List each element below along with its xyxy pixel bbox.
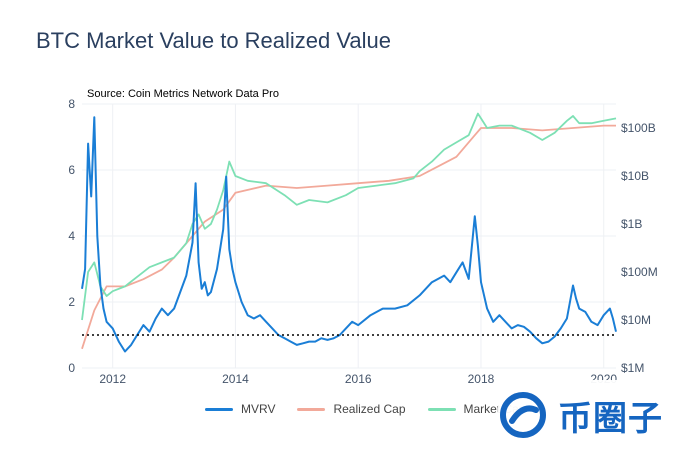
chart-title: BTC Market Value to Realized Value [36,28,392,53]
chart-subtitle: Source: Coin Metrics Network Data Pro [87,88,279,100]
y-right-tick-label: $100B [621,121,656,135]
x-tick-label: 2014 [222,372,249,386]
y-left-tick-label: 4 [68,229,75,243]
legend-label-realized-cap: Realized Cap [333,402,406,416]
y-left-tick-label: 0 [68,361,75,375]
legend-swatch-realized-cap [297,407,326,411]
watermark-logo-icon [500,392,546,438]
y-left-tick-label: 2 [68,295,75,309]
legend: MVRV Realized Cap Market Cap [205,402,526,416]
y-right-tick-label: $100M [621,265,658,279]
x-tick-label: 2018 [468,372,495,386]
y-right-tick-label: $1M [621,361,644,375]
y-right-tick-label: $10B [621,169,649,183]
y-right-tick-label: $10M [621,313,651,327]
legend-label-mvrv: MVRV [241,402,276,416]
watermark: 币圈子 [498,380,700,450]
legend-swatch-market-cap [427,407,456,411]
y-left-tick-label: 8 [68,97,75,111]
series-line-realized-cap [81,124,616,350]
watermark-text: 币圈子 [558,398,663,439]
x-tick-label: 2012 [99,372,126,386]
legend-swatch-mvrv [205,407,233,411]
series-line-market-cap [81,112,617,321]
series-layer [81,112,617,353]
y-left-tick-label: 6 [68,163,75,177]
y-right-tick-label: $1B [621,217,642,231]
tick-labels: 2012 2014 2016 2018 202002468$1M$10M$100M$1B… [68,97,657,386]
series-line-mvrv [81,116,617,353]
legend-item-realized-cap[interactable]: Realized Cap [297,402,406,416]
x-tick-label: 2016 [345,372,372,386]
legend-item-mvrv[interactable]: MVRV [205,402,275,416]
gridlines [82,103,616,369]
